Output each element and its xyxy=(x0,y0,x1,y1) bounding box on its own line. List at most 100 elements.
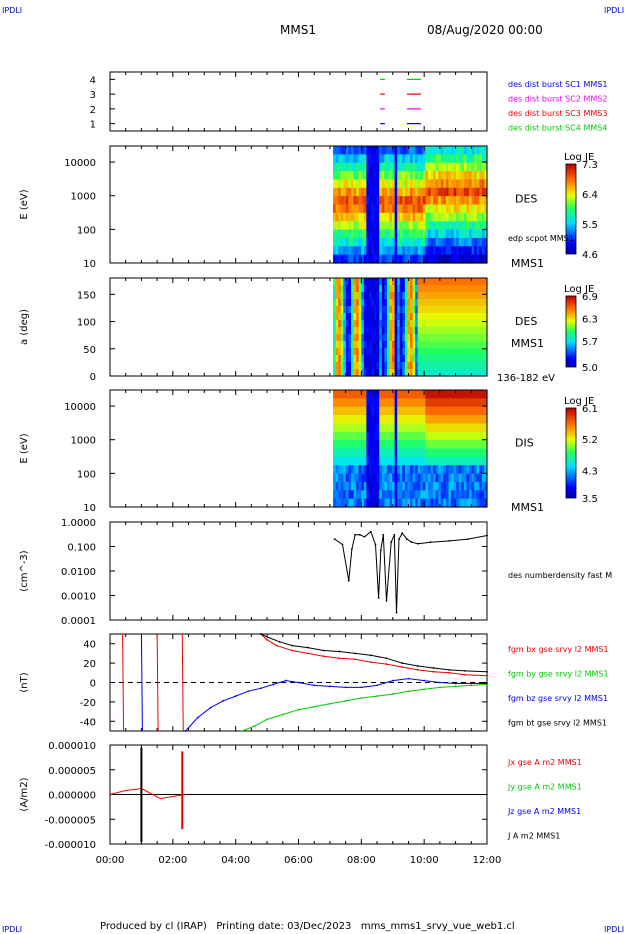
des-pitch-cell xyxy=(445,278,450,286)
des-pitch-cell xyxy=(348,278,352,286)
des-pitch-cell xyxy=(471,285,475,293)
dis-energy-cell xyxy=(376,456,380,466)
des-energy-cell xyxy=(469,229,473,239)
des-pitch-cell xyxy=(422,299,427,307)
des-pitch-cell xyxy=(433,306,437,314)
des-pitch-cell xyxy=(386,362,391,370)
dis-energy-cell xyxy=(469,390,473,399)
dis-energy-cell xyxy=(445,398,450,408)
des-pitch-cell xyxy=(445,362,450,370)
dis-energy-cell xyxy=(420,490,424,500)
dis-energy-cell xyxy=(407,465,411,475)
des-energy-cell xyxy=(448,162,452,172)
des-pitch-cell xyxy=(386,355,391,363)
dis-energy-cell xyxy=(368,490,373,500)
des-energy-cell xyxy=(438,229,442,239)
dis-energy-cell xyxy=(361,481,365,491)
des-pitch-cell xyxy=(386,285,391,293)
des-energy-cell xyxy=(351,179,355,189)
des-energy-cell xyxy=(443,171,447,181)
des-pitch-cell xyxy=(340,278,344,286)
current-density-ylabel: (A/m2) xyxy=(19,777,30,811)
des-pitch-cell xyxy=(440,313,444,321)
dis-energy-cell xyxy=(484,498,488,508)
density-point xyxy=(401,532,404,535)
des-energy-cell xyxy=(435,204,439,214)
dis-energy-cell xyxy=(386,490,391,500)
dis-energy-cell xyxy=(461,415,465,425)
magnetic-field-point xyxy=(391,693,394,696)
des-pitch-cell xyxy=(481,348,486,356)
des-energy-cell xyxy=(376,221,380,231)
des-pitch-cell xyxy=(412,334,416,342)
dis-energy-cell xyxy=(461,406,465,416)
des-energy-cell xyxy=(353,187,357,197)
des-energy-cell xyxy=(379,212,383,222)
dis-energy-cell xyxy=(466,431,470,441)
dis-energy-cell xyxy=(399,423,403,433)
dis-energy-cell xyxy=(417,473,421,483)
des-energy-cell xyxy=(481,171,486,181)
dis-energy-cell xyxy=(458,423,462,433)
dis-energy-cell xyxy=(397,423,401,433)
des-pitch-cell xyxy=(338,355,342,363)
magnetic-field-point xyxy=(438,686,441,689)
des-pitch-cell xyxy=(445,292,450,300)
des-energy-cell xyxy=(345,162,350,172)
des-pitch-cell xyxy=(340,306,344,314)
des-pitch-cell xyxy=(407,355,411,363)
des-pitch-cell xyxy=(412,348,416,356)
dis-energy-cell xyxy=(471,431,475,441)
current-density-ytick-label: 0.000005 xyxy=(48,766,96,777)
des-energy-cell xyxy=(420,229,424,239)
des-energy-colorbar-title: Log JE xyxy=(564,152,594,163)
dis-energy-cell xyxy=(386,398,391,408)
des-pitch-cell xyxy=(479,313,483,321)
dis-energy-cell xyxy=(368,481,373,491)
dis-energy-cell xyxy=(379,448,383,458)
des-pitch-cell xyxy=(433,285,437,293)
des-pitch-cell xyxy=(384,299,388,307)
dis-energy-cell xyxy=(353,431,357,441)
des-pitch-cell xyxy=(333,306,337,314)
dis-energy-cell xyxy=(394,390,398,399)
dis-energy-cell xyxy=(415,481,419,491)
dis-energy-cell xyxy=(358,490,362,500)
des-pitch-cell xyxy=(404,348,409,356)
availability-ytick-label: 1 xyxy=(90,120,96,131)
des-pitch-cell xyxy=(420,355,424,363)
des-energy-cell xyxy=(458,212,462,222)
dis-energy-cell xyxy=(340,431,344,441)
des-pitch-cell xyxy=(433,369,437,377)
des-energy-cell xyxy=(471,196,475,206)
dis-energy-cell xyxy=(463,498,468,508)
des-pitch-cell xyxy=(412,362,416,370)
dis-energy-cell xyxy=(433,498,437,508)
des-energy-cell xyxy=(407,254,411,264)
dis-energy-cell xyxy=(443,448,447,458)
dis-energy-cell xyxy=(438,473,442,483)
dis-energy-cell xyxy=(333,456,337,466)
des-pitch-cell xyxy=(358,341,362,349)
dis-energy-cell xyxy=(366,490,370,500)
dis-energy-cell xyxy=(368,448,373,458)
dis-energy-cell xyxy=(363,456,368,466)
dis-energy-cell xyxy=(427,456,432,466)
des-energy-cell xyxy=(417,196,421,206)
dis-energy-cell xyxy=(399,440,403,450)
des-pitch-cell xyxy=(410,278,414,286)
des-energy-cell xyxy=(371,162,375,172)
des-pitch-cell xyxy=(474,292,478,300)
dis-energy-cell xyxy=(392,481,396,491)
dis-energy-cell xyxy=(471,406,475,416)
des-pitch-cell xyxy=(407,285,411,293)
des-pitch-cell xyxy=(404,285,409,293)
dis-energy-cell xyxy=(379,406,383,416)
dis-energy-cell xyxy=(443,481,447,491)
des-pitch-cell xyxy=(417,327,421,335)
dis-energy-cell xyxy=(366,398,370,408)
magnetic-field-point xyxy=(454,685,457,688)
des-energy-cell xyxy=(463,212,468,222)
dis-energy-cell xyxy=(479,406,483,416)
des-energy-cell xyxy=(417,229,421,239)
